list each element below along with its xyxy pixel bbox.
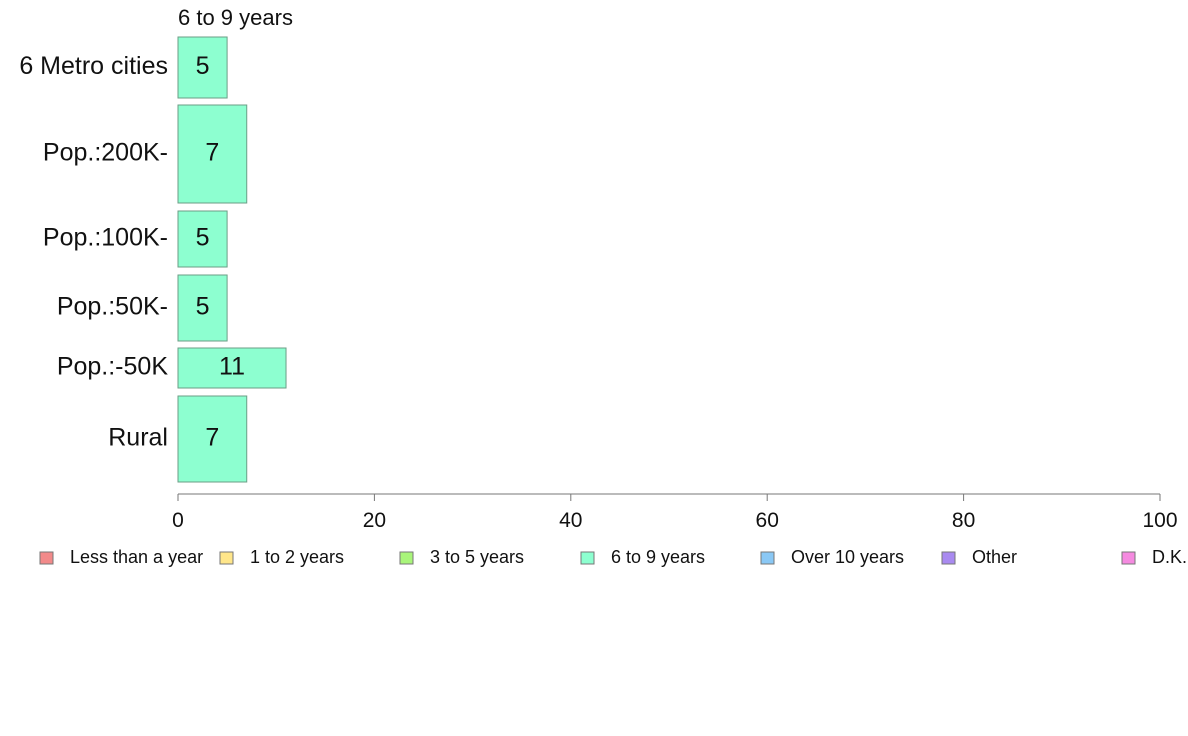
legend-label: 6 to 9 years (611, 547, 705, 567)
x-tick-label: 80 (952, 509, 975, 532)
legend-label: Over 10 years (791, 547, 904, 567)
chart-title: 6 to 9 years (178, 5, 293, 30)
category-label: Pop.:200K- (43, 139, 168, 167)
category-label: 6 Metro cities (19, 52, 168, 80)
value-label: 11 (219, 353, 245, 381)
x-tick-label: 100 (1142, 509, 1177, 532)
bar (177, 347, 287, 389)
legend-swatch (399, 551, 414, 565)
bar (177, 36, 228, 99)
legend-label: D.K. (1152, 547, 1187, 567)
category-label: Pop.:50K- (57, 293, 168, 321)
category-label: Pop.:100K- (43, 224, 168, 252)
legend-swatch (580, 551, 595, 565)
legend-swatch (1121, 551, 1136, 565)
legend-label: 1 to 2 years (250, 547, 344, 567)
value-label: 5 (196, 224, 210, 252)
legend-label: 3 to 5 years (430, 547, 524, 567)
bar (177, 395, 248, 483)
bars-group: 6 Metro cities 5 Pop.:200K- 7 Pop.:100K- 5 Pop… (19, 36, 287, 483)
x-tick-label: 40 (559, 509, 582, 532)
value-label: 7 (205, 139, 219, 167)
bar (177, 274, 228, 342)
x-tick-label: 20 (363, 509, 386, 532)
x-tick-label: 60 (756, 509, 779, 532)
legend-swatch (760, 551, 775, 565)
x-tick-label: 0 (172, 509, 184, 532)
bar (177, 210, 228, 268)
legend-label: Less than a year (70, 547, 203, 567)
category-label: Rural (108, 424, 168, 452)
legend-swatch (39, 551, 54, 565)
value-label: 7 (205, 424, 219, 452)
legend-swatch (941, 551, 956, 565)
legend-swatch (219, 551, 234, 565)
legend-label: Other (972, 547, 1017, 567)
category-label: Pop.:-50K (57, 353, 169, 381)
x-axis: 0 20 40 60 80 100 (172, 493, 1178, 532)
legend: Less than a year 1 to 2 years 3 to 5 years… (39, 547, 1187, 567)
value-label: 5 (196, 52, 210, 80)
bar (177, 104, 248, 204)
value-label: 5 (196, 293, 210, 321)
